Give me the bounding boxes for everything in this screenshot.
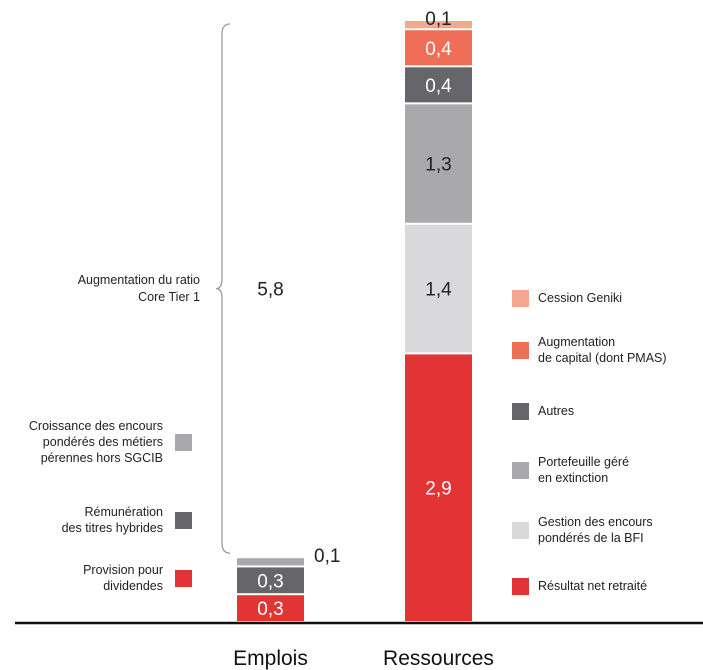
value-label-croissance-des-encours-ponderes-des-metiers-perennes-hors-sgcib: 0,1 (314, 546, 340, 567)
value-label-portefeuille-gere-en-extinction: 1,3 (425, 155, 451, 176)
right-legend-label: Cession Geniki (538, 291, 622, 305)
category-label-ressources: Ressources (383, 647, 494, 670)
left-legend-swatch (175, 434, 192, 451)
bar-croissance-des-encours-ponderes-des-metiers-perennes-hors-sgcib (237, 558, 304, 566)
bar-remuneration-des-titres-hybrides (237, 567, 304, 594)
bar-portefeuille-gere-en-extinction (405, 104, 472, 223)
right-legend-label: Augmentation de capital (dont PMAS) (538, 335, 667, 365)
right-legend: Cession Geniki Augmentation de capital (do… (512, 290, 667, 595)
left-legend-label: Croissance des encours pondérés des métie… (29, 419, 163, 465)
value-label-cession-geniki: 0,1 (425, 9, 451, 30)
left-legend-swatch (175, 570, 192, 587)
right-legend-label: Portefeuille géré en extinction (538, 455, 629, 485)
brace-group: Augmentation du ratio Core Tier 1 (78, 23, 231, 554)
bar-gestion-des-encours-ponderes-de-la-bfi (405, 224, 472, 353)
right-legend-swatch (512, 290, 529, 307)
brace-label: Augmentation du ratio Core Tier 1 (78, 273, 200, 304)
bars-group (237, 21, 472, 621)
right-legend-swatch (512, 522, 529, 539)
category-label-emplois: Emplois (233, 647, 308, 670)
value-label-augmentation-du-ratio-core-tier-1: 5,8 (257, 280, 283, 301)
bar-provision-pour-dividendes (237, 595, 304, 621)
left-legend-label: Provision pour dividendes (83, 563, 163, 593)
brace-shape (215, 23, 231, 554)
bar-autres (405, 67, 472, 103)
right-legend-label: Gestion des encours pondérés de la BFI (538, 515, 653, 545)
bar-cession-geniki (405, 21, 472, 29)
right-legend-swatch (512, 403, 529, 420)
value-label-autres: 0,4 (425, 76, 452, 97)
right-legend-swatch (512, 342, 529, 359)
left-legend-label: Rémunération des titres hybrides (62, 505, 163, 535)
right-legend-swatch (512, 578, 529, 595)
value-labels-group: 0,3 0,3 0,1 5,8 2,9 1,4 1,3 0,4 0,4 0,1 (257, 9, 452, 620)
value-label-provision-pour-dividendes: 0,3 (257, 599, 283, 620)
category-labels: Emplois Ressources (233, 647, 494, 670)
right-legend-label: Résultat net retraité (538, 579, 647, 593)
value-label-remuneration-des-titres-hybrides: 0,3 (257, 571, 283, 592)
left-legend: Croissance des encours pondérés des métie… (29, 419, 192, 593)
right-legend-label: Autres (538, 404, 574, 418)
value-label-gestion-des-encours-ponderes-de-la-bfi: 1,4 (425, 280, 452, 301)
left-legend-swatch (175, 512, 192, 529)
value-label-augmentation-de-capital-dont-pmas: 0,4 (425, 39, 452, 60)
bar-augmentation-de-capital-dont-pmas (405, 30, 472, 66)
bar-resultat-net-retraite (405, 354, 472, 621)
value-label-resultat-net-retraite: 2,9 (425, 479, 451, 500)
right-legend-swatch (512, 462, 529, 479)
